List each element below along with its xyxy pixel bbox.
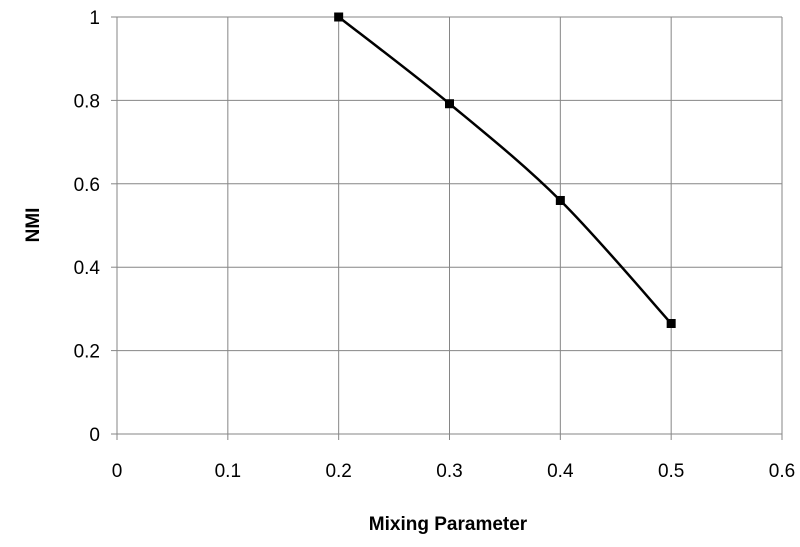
y-tick-label: 1 — [89, 8, 100, 29]
y-axis-title: NMI — [23, 208, 44, 243]
x-axis-title: Mixing Parameter — [369, 514, 528, 535]
y-tick-labels: 0 0.2 0.4 0.6 0.8 1 — [74, 8, 101, 446]
x-tick-label: 0.4 — [547, 461, 574, 482]
x-tick-label: 0.6 — [769, 461, 795, 482]
series-line — [337, 16, 673, 325]
y-tick-label: 0.2 — [74, 342, 100, 363]
data-point-marker — [334, 12, 344, 22]
x-tick-label: 0.1 — [215, 461, 241, 482]
x-tick-label: 0.5 — [658, 461, 684, 482]
data-point-marker — [666, 318, 676, 328]
x-tick-label: 0.3 — [436, 461, 462, 482]
x-tick-label: 0.2 — [325, 461, 351, 482]
grid — [117, 16, 783, 434]
data-point-marker — [445, 99, 454, 109]
y-tick-label: 0.4 — [74, 258, 101, 279]
y-tick-label: 0.8 — [74, 91, 100, 112]
x-tick-labels: 0 0.1 0.2 0.3 0.4 0.5 0.6 — [112, 461, 796, 482]
y-tick-label: 0 — [89, 425, 100, 446]
x-tick-label: 0 — [112, 461, 123, 482]
y-tick-label: 0.6 — [74, 175, 100, 196]
axes — [111, 16, 783, 440]
data-point-marker — [555, 195, 565, 205]
series — [334, 12, 676, 328]
